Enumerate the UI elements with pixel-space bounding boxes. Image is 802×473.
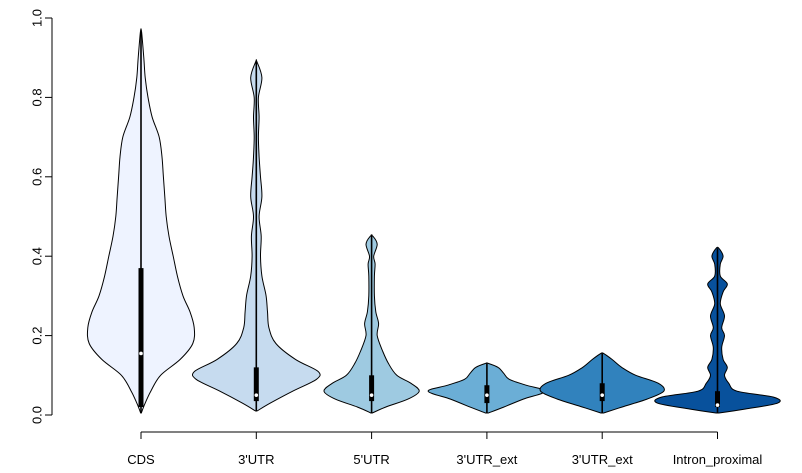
violin-median bbox=[369, 393, 374, 397]
x-tick-label: 5'UTR bbox=[353, 452, 389, 467]
violin-box bbox=[138, 268, 144, 408]
y-tick-label: 0.4 bbox=[29, 247, 44, 265]
x-tick-label: 3'UTR_ext bbox=[456, 452, 517, 467]
y-tick-label: 0.8 bbox=[29, 88, 44, 106]
violins bbox=[86, 28, 781, 414]
y-tick-label: 0.0 bbox=[29, 406, 44, 424]
violin-median bbox=[485, 393, 489, 397]
x-tick-label: 3'UTR bbox=[238, 452, 274, 467]
violin-median bbox=[254, 393, 259, 397]
violin-box bbox=[715, 391, 720, 408]
y-tick-label: 0.6 bbox=[29, 168, 44, 186]
y-tick-label: 1.0 bbox=[29, 9, 44, 27]
x-axis: CDS 3'UTR 5'UTR 3'UTR_ext 3'UTR_ext Intron_pr… bbox=[127, 431, 763, 467]
y-tick-label: 0.2 bbox=[29, 327, 44, 345]
violin-box bbox=[599, 383, 605, 402]
violin-box bbox=[369, 375, 375, 402]
x-tick-label: CDS bbox=[127, 452, 155, 467]
violin-median bbox=[139, 351, 143, 356]
violin-median bbox=[600, 393, 604, 397]
x-tick-label: 3'UTR_ext bbox=[572, 452, 633, 467]
violin-box bbox=[253, 367, 259, 402]
y-axis: 0.0 0.2 0.4 0.6 0.8 1.0 bbox=[29, 9, 53, 424]
x-tick-label: Intron_proximal bbox=[673, 452, 763, 467]
violin-median bbox=[715, 403, 720, 407]
